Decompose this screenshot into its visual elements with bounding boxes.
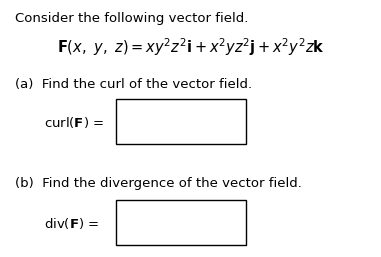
Text: (b)  Find the divergence of the vector field.: (b) Find the divergence of the vector fi…	[15, 177, 302, 190]
Text: div($\mathbf{F}$) =: div($\mathbf{F}$) =	[44, 216, 99, 231]
Text: Consider the following vector field.: Consider the following vector field.	[15, 12, 249, 25]
Text: $\mathbf{F}(x,\ y,\ z) = xy^2z^2\mathbf{i} + x^2yz^2\mathbf{j} + x^2y^2z\mathbf{: $\mathbf{F}(x,\ y,\ z) = xy^2z^2\mathbf{…	[56, 37, 325, 58]
Text: curl($\mathbf{F}$) =: curl($\mathbf{F}$) =	[44, 115, 104, 130]
Bar	[116, 200, 246, 245]
Text: (a)  Find the curl of the vector field.: (a) Find the curl of the vector field.	[15, 78, 252, 91]
Bar	[116, 99, 246, 144]
